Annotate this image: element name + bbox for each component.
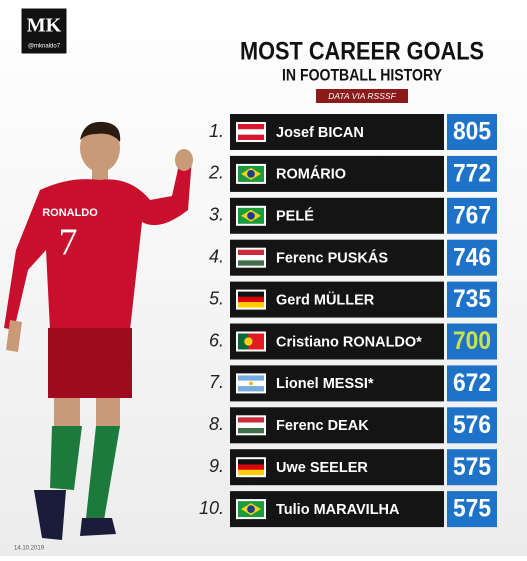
flag-emblem (244, 337, 253, 346)
flag (236, 331, 266, 352)
rank: 7. (209, 372, 224, 392)
player-name: Lionel MESSI* (276, 376, 374, 392)
player-name: Gerd MÜLLER (276, 291, 375, 308)
goals-box (447, 114, 497, 150)
rank: 10. (199, 498, 224, 518)
ranking-row: 9. Uwe SEELER 575 (209, 449, 497, 486)
goals-box (447, 449, 497, 486)
goals: 772 (453, 160, 491, 188)
goals: 575 (453, 495, 491, 523)
player-name: Ferenc PUSKÁS (276, 250, 388, 267)
source-tag (316, 89, 408, 103)
player-name: Tulio MARAVILHA (276, 502, 400, 518)
goals: 735 (453, 285, 491, 313)
flag-stripe (238, 427, 264, 434)
flag-stripe (238, 422, 264, 428)
goals-box (447, 197, 497, 234)
rank: 6. (209, 330, 224, 350)
goals-box (447, 491, 497, 528)
flag-stripe (238, 469, 264, 476)
flag-stripe (238, 386, 264, 392)
flag (236, 122, 266, 142)
flag-globe (247, 170, 255, 178)
flag (236, 373, 266, 394)
flag (236, 457, 266, 478)
flag-stripe (238, 291, 264, 297)
ranking-row: 7. Lionel MESSI* 672 (209, 365, 497, 402)
subtitle: IN FOOTBALL HISTORY (282, 65, 443, 84)
flag-stripe (238, 134, 264, 140)
flag-stripe (238, 255, 264, 261)
flag (236, 247, 266, 268)
title: MOST CAREER GOALS (240, 38, 484, 66)
goals-box (447, 365, 497, 402)
goals: 767 (453, 201, 491, 229)
goals: 575 (453, 453, 491, 481)
goals-box (447, 323, 497, 360)
shirt-name: RONALDO (42, 207, 98, 219)
shirt-number: 7 (59, 222, 78, 264)
flag (236, 289, 266, 310)
goals: 576 (453, 411, 491, 439)
goals: 700 (453, 327, 491, 355)
flag-stripe (238, 260, 264, 266)
player-name: Cristiano RONALDO* (276, 334, 422, 350)
ranking-row: 5. Gerd MÜLLER 735 (209, 281, 497, 318)
source: DATA VIA RSSSF (328, 91, 396, 101)
ranking-row: 4. Ferenc PUSKÁS 746 (209, 239, 497, 276)
flag-stripe (238, 417, 264, 423)
flag (236, 163, 266, 184)
player-name: Josef BICAN (276, 125, 364, 141)
ranking-list: 1. Josef BICAN 805 2. ROMÁRIO 772 3. PELÉ 767 4. F… (199, 114, 497, 528)
rank: 5. (209, 288, 224, 308)
ranking-row: 6. Cristiano RONALDO* 700 (209, 323, 497, 360)
rank: 1. (209, 121, 224, 141)
player-name: ROMÁRIO (276, 166, 346, 183)
rank: 2. (208, 163, 224, 183)
flag-stripe (238, 302, 264, 308)
goals-box (447, 239, 497, 276)
ranking-row: 8. Ferenc DEAK 576 (209, 407, 497, 444)
flag (236, 205, 266, 226)
ranking-row: 10. Tulio MARAVILHA 575 (199, 491, 497, 528)
goals-box (447, 281, 497, 318)
logo-mark: MK (27, 15, 62, 37)
flag-stripe (238, 375, 264, 381)
goals-box (447, 155, 497, 192)
player-name: PELÉ (276, 208, 314, 225)
flag (236, 499, 266, 520)
flag-stripe (238, 464, 264, 470)
flag-stripe (238, 333, 249, 350)
logo-handle: @mknaldo7 (28, 44, 61, 50)
rank: 9. (209, 456, 224, 476)
flag-globe (247, 505, 255, 513)
flag-sun (249, 381, 253, 386)
flag-stripe (238, 124, 264, 130)
ranking-row: 3. PELÉ 767 (209, 197, 497, 234)
flag-stripe (238, 296, 264, 303)
player-illustration (4, 121, 193, 540)
player-name: Uwe SEELER (276, 460, 368, 476)
goals: 746 (453, 243, 491, 271)
rank: 8. (209, 414, 224, 434)
ranking-row: 2. ROMÁRIO 772 (208, 155, 497, 192)
goals: 805 (453, 118, 491, 146)
flag-stripe (238, 129, 264, 135)
flag-stripe (238, 249, 264, 256)
logo-box (20, 7, 68, 55)
rank: 4. (209, 246, 224, 266)
date: 14.10.2019 (14, 546, 45, 552)
flag (236, 415, 266, 436)
flag-globe (247, 211, 255, 220)
goals: 672 (453, 369, 491, 397)
rank: 3. (209, 205, 224, 225)
flag-stripe (238, 459, 264, 465)
goals-box (447, 407, 497, 444)
player-name: Ferenc DEAK (276, 418, 369, 434)
ranking-row: 1. Josef BICAN 805 (209, 114, 497, 150)
